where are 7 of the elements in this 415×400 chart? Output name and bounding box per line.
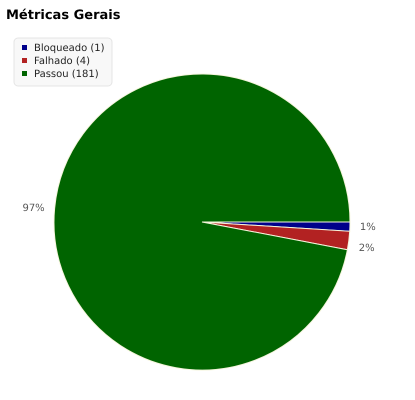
data-label: 1% [360, 222, 376, 233]
legend-label: Passou (181) [34, 69, 99, 80]
legend-label: Bloqueado (1) [34, 43, 105, 54]
chart-title: Métricas Gerais [6, 8, 121, 23]
data-label: 97% [22, 203, 45, 214]
legend-label: Falhado (4) [34, 56, 90, 67]
data-label: 2% [358, 242, 375, 254]
